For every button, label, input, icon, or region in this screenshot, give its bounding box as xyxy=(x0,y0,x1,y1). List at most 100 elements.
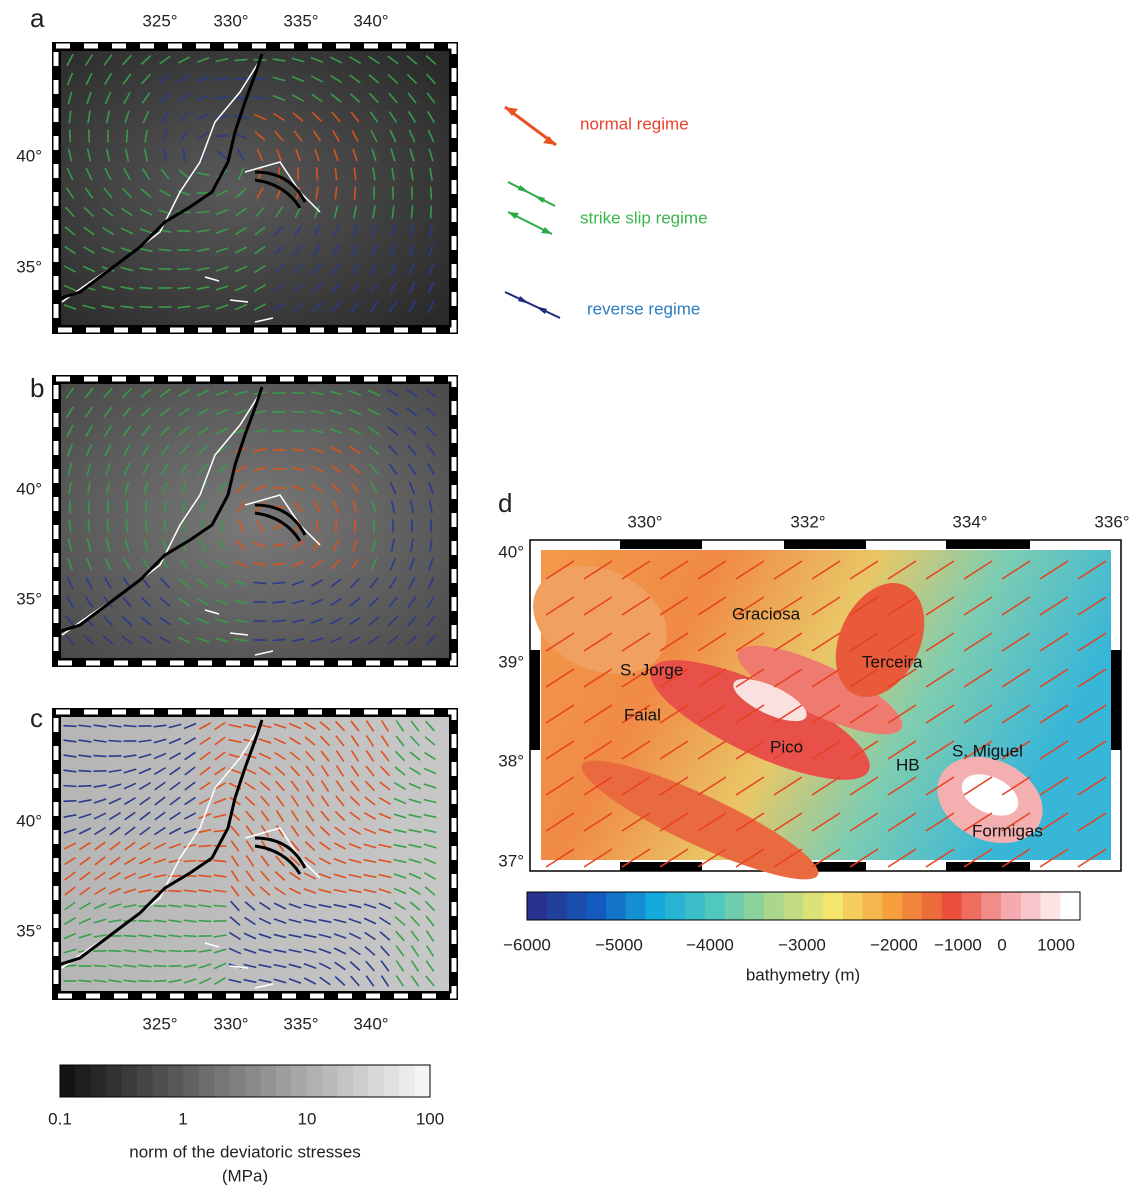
colorbar-step xyxy=(183,1065,199,1097)
stress-arrow xyxy=(139,921,152,922)
stress-map xyxy=(52,42,458,334)
legend-arrow xyxy=(508,182,555,206)
lon-tick-label: 325° xyxy=(142,11,177,30)
lon-tick-label: 334° xyxy=(952,512,987,531)
colorbar-step xyxy=(122,1065,138,1097)
lat-tick-label: 39° xyxy=(498,652,524,671)
stress-arrow xyxy=(79,771,92,772)
stress-arrow xyxy=(127,501,128,514)
panel-label: d xyxy=(498,488,512,518)
lat-tick-label: 40° xyxy=(16,479,42,498)
lon-tick-label: 335° xyxy=(283,1014,318,1033)
panel-label: c xyxy=(30,703,43,733)
colorbar-step xyxy=(276,1065,292,1097)
colorbar-step xyxy=(962,892,982,920)
colorbar-step xyxy=(626,892,646,920)
stress-arrow xyxy=(154,981,167,982)
colorbar-tick-label: −5000 xyxy=(595,935,643,954)
stress-arrow xyxy=(109,951,122,952)
colorbar-step xyxy=(322,1065,338,1097)
colorbar-tick-label: −2000 xyxy=(870,935,918,954)
legend-text: strike slip regime xyxy=(580,208,708,227)
colorbar-step xyxy=(1041,892,1061,920)
stress-arrow xyxy=(94,756,107,757)
colorbar-step xyxy=(922,892,942,920)
colorbar-step xyxy=(168,1065,184,1097)
place-label: Terceira xyxy=(862,652,923,671)
stress-arrow xyxy=(431,187,432,200)
colorbar-step xyxy=(902,892,922,920)
bathymetry-map xyxy=(515,540,1121,898)
frame-segment xyxy=(946,862,1030,871)
colorbar-tick-label: 100 xyxy=(416,1109,444,1128)
colorbar-step xyxy=(368,1065,384,1097)
lon-tick-label: 330° xyxy=(627,512,662,531)
stress-arrow xyxy=(126,130,127,143)
colorbar-step xyxy=(981,892,1001,920)
colorbar-step xyxy=(230,1065,246,1097)
colorbar-step xyxy=(685,892,705,920)
stress-arrow xyxy=(64,726,77,727)
frame-segment xyxy=(530,650,540,750)
map-background xyxy=(61,384,449,658)
lon-tick-label: 340° xyxy=(353,11,388,30)
colorbar-step xyxy=(547,892,567,920)
stress-arrow xyxy=(178,269,191,270)
colorbar-step xyxy=(106,1065,122,1097)
colorbar-step xyxy=(942,892,962,920)
stress-arrow xyxy=(273,393,286,394)
stress-arrow xyxy=(199,921,212,922)
lon-tick-label: 335° xyxy=(283,11,318,30)
stress-arrow xyxy=(184,951,197,952)
stress-arrow xyxy=(273,412,286,413)
colorbar-step xyxy=(60,1065,76,1097)
lat-tick-label: 37° xyxy=(498,851,524,870)
colorbar-step xyxy=(606,892,626,920)
place-label: S. Miguel xyxy=(952,741,1023,760)
stress-map xyxy=(52,375,458,667)
colorbar-step xyxy=(1060,892,1080,920)
colorbar-title: (MPa) xyxy=(222,1166,268,1185)
panel-label: a xyxy=(30,3,45,33)
stress-arrow xyxy=(169,951,182,952)
lon-tick-label: 332° xyxy=(790,512,825,531)
colorbar-step xyxy=(260,1065,276,1097)
colorbar-step xyxy=(1001,892,1021,920)
place-label: Formigas xyxy=(972,821,1043,840)
stress-arrow xyxy=(140,307,153,308)
colorbar-step xyxy=(214,1065,230,1097)
colorbar-step xyxy=(353,1065,369,1097)
colorbar-title: norm of the deviatoric stresses xyxy=(129,1142,360,1161)
legend-text: reverse regime xyxy=(587,299,700,318)
lat-tick-label: 40° xyxy=(16,146,42,165)
colorbar-step xyxy=(527,892,547,920)
stress-arrow xyxy=(431,206,432,219)
stress-arrow xyxy=(169,891,182,892)
stress-arrow xyxy=(64,786,77,787)
stress-arrow xyxy=(169,966,182,967)
stress-arrow xyxy=(70,130,71,143)
colorbar-step xyxy=(665,892,685,920)
colorbar-tick-label: −3000 xyxy=(778,935,826,954)
stress-arrow xyxy=(317,168,318,181)
frame-segment xyxy=(946,540,1030,549)
frame-segment xyxy=(784,540,866,549)
colorbar-step xyxy=(764,892,784,920)
stress-arrow xyxy=(64,801,77,802)
colorbar-step xyxy=(384,1065,400,1097)
stress-arrow xyxy=(94,965,107,966)
stress-arrow xyxy=(108,501,109,514)
colorbar-tick-label: 10 xyxy=(298,1109,317,1128)
colorbar-step xyxy=(586,892,606,920)
stress-arrow xyxy=(145,501,146,514)
colorbar-step xyxy=(883,892,903,920)
stress-arrow xyxy=(199,845,212,846)
frame-segment xyxy=(1111,650,1121,750)
stress-arrow xyxy=(355,187,356,200)
stress-arrow xyxy=(109,741,122,742)
colorbar-step xyxy=(75,1065,91,1097)
colorbar-step xyxy=(843,892,863,920)
lat-tick-label: 38° xyxy=(498,751,524,770)
stress-arrow xyxy=(292,411,305,412)
stress-arrow xyxy=(79,980,92,981)
